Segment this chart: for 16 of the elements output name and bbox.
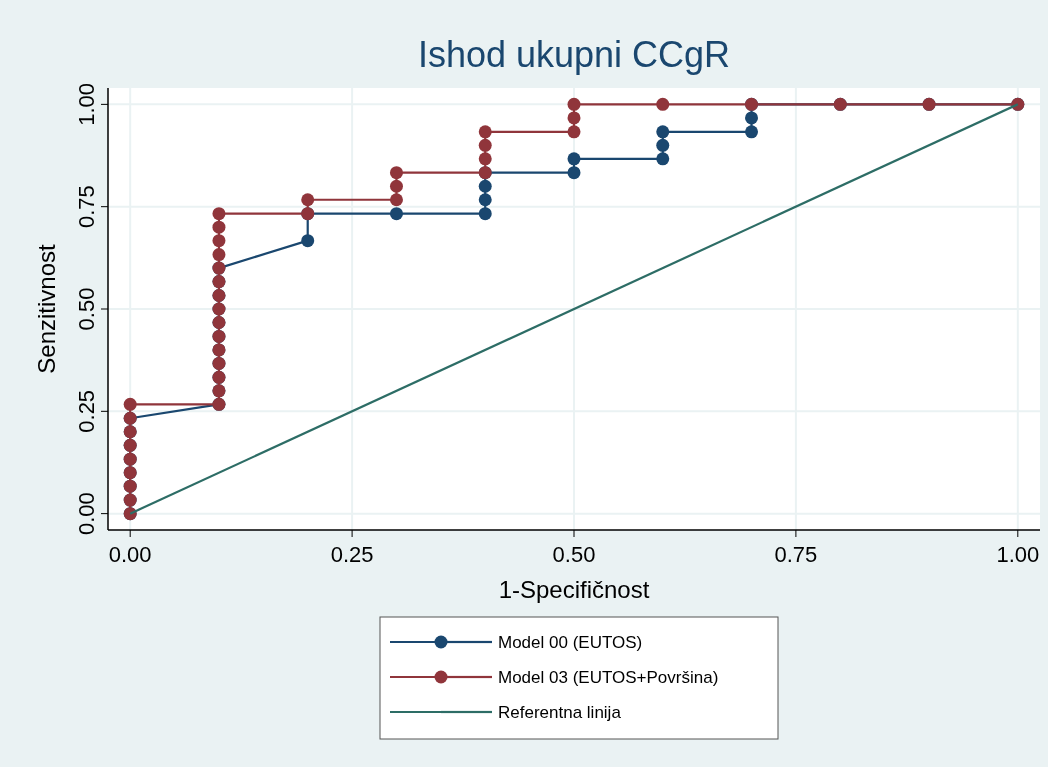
y-axis-title: Senzitivnost [33, 243, 60, 374]
y-tick-label: 0.00 [74, 492, 99, 536]
y-tick-label: 0.50 [74, 287, 99, 331]
chart-title: Ishod ukupni CCgR [417, 34, 731, 75]
x-tick-label: 0.00 [108, 542, 152, 567]
y-tick-label: 1.00 [74, 82, 99, 126]
x-tick-label: 0.50 [552, 542, 596, 567]
legend-label: Referentna linija [498, 703, 622, 722]
x-tick-label: 1.00 [996, 542, 1040, 567]
legend-label: Model 00 (EUTOS) [498, 633, 643, 652]
x-axis-title: 1-Specifičnost [498, 576, 650, 603]
x-tick-label: 0.25 [330, 542, 374, 567]
y-tick-label: 0.75 [74, 185, 99, 229]
x-tick-label: 0.75 [774, 542, 818, 567]
legend-label: Model 03 (EUTOS+Površina) [498, 668, 719, 687]
y-tick-label: 0.25 [74, 389, 99, 433]
